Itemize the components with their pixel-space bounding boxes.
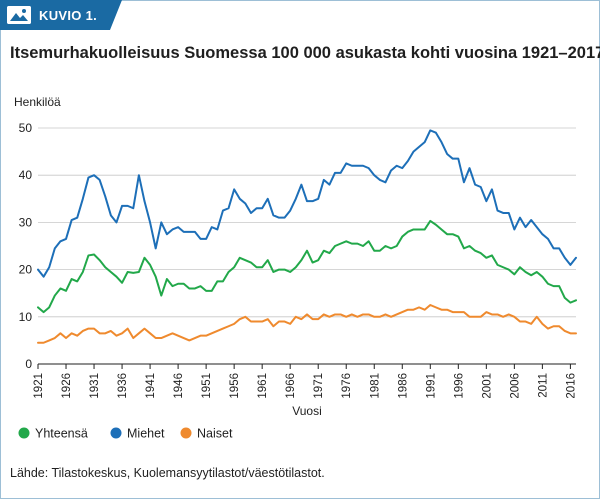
legend-marker [180, 427, 192, 439]
x-tick-label: 1951 [201, 373, 213, 399]
y-tick-label: 50 [19, 121, 33, 135]
legend-marker [18, 427, 30, 439]
y-tick-label: 30 [19, 215, 33, 229]
x-tick-label: 2016 [565, 373, 577, 399]
x-tick-label: 1996 [453, 373, 465, 399]
x-axis: 1921 1926 1931 1936 1941 1946 1951 1956 1961 1966… [33, 363, 577, 399]
x-tick-label: 2001 [481, 373, 493, 399]
y-axis-label: Henkilöä [14, 95, 61, 109]
legend-marker [110, 427, 122, 439]
x-tick-label: 1976 [341, 373, 353, 399]
x-tick-label: 1981 [369, 373, 381, 399]
x-tick-label: 1991 [425, 373, 437, 399]
figure-badge: KUVIO 1. [0, 0, 110, 30]
y-tick-label: 20 [19, 263, 33, 277]
y-tick-label: 10 [19, 310, 33, 324]
line-chart: 0 10 20 30 40 50 1921 1926 1931 1936 1941 1946 1951… [14, 95, 577, 441]
landscape-image-icon [7, 6, 31, 24]
chart-title: Itsemurhakuolleisuus Suomessa 100 000 as… [10, 44, 600, 62]
y-tick-label: 0 [25, 357, 32, 371]
x-tick-label: 1966 [285, 373, 297, 399]
chart-grid [38, 127, 576, 318]
figure-badge-label: KUVIO 1. [39, 7, 98, 23]
series-line-yhteensä [37, 219, 577, 314]
x-tick-label: 1946 [173, 373, 185, 399]
x-tick-label: 2011 [537, 373, 549, 398]
series-line-naiset [37, 304, 577, 344]
x-tick-label: 1926 [61, 373, 73, 399]
x-tick-label: 1941 [145, 373, 157, 399]
x-tick-label: 1936 [117, 373, 129, 399]
legend-label: Miehet [127, 427, 165, 441]
x-tick-label: 1961 [257, 373, 269, 399]
x-tick-label: 1986 [397, 373, 409, 399]
x-axis-label: Vuosi [292, 404, 322, 418]
y-tick-label: 40 [19, 168, 33, 182]
x-tick-label: 1956 [229, 373, 241, 399]
x-tick-label: 1931 [89, 373, 101, 399]
source-note: Lähde: Tilastokeskus, Kuolemansyytilasto… [10, 466, 325, 480]
chart-legend: Yhteensä Miehet Naiset [18, 427, 233, 441]
y-axis: 0 10 20 30 40 50 [19, 121, 33, 371]
legend-label: Naiset [197, 427, 233, 441]
badge-notch [110, 0, 122, 30]
series-line-miehet [37, 129, 577, 278]
chart-series [37, 129, 577, 344]
legend-label: Yhteensä [35, 427, 88, 441]
x-tick-label: 1921 [33, 373, 45, 399]
x-tick-label: 1971 [313, 373, 325, 399]
x-tick-label: 2006 [509, 373, 521, 399]
